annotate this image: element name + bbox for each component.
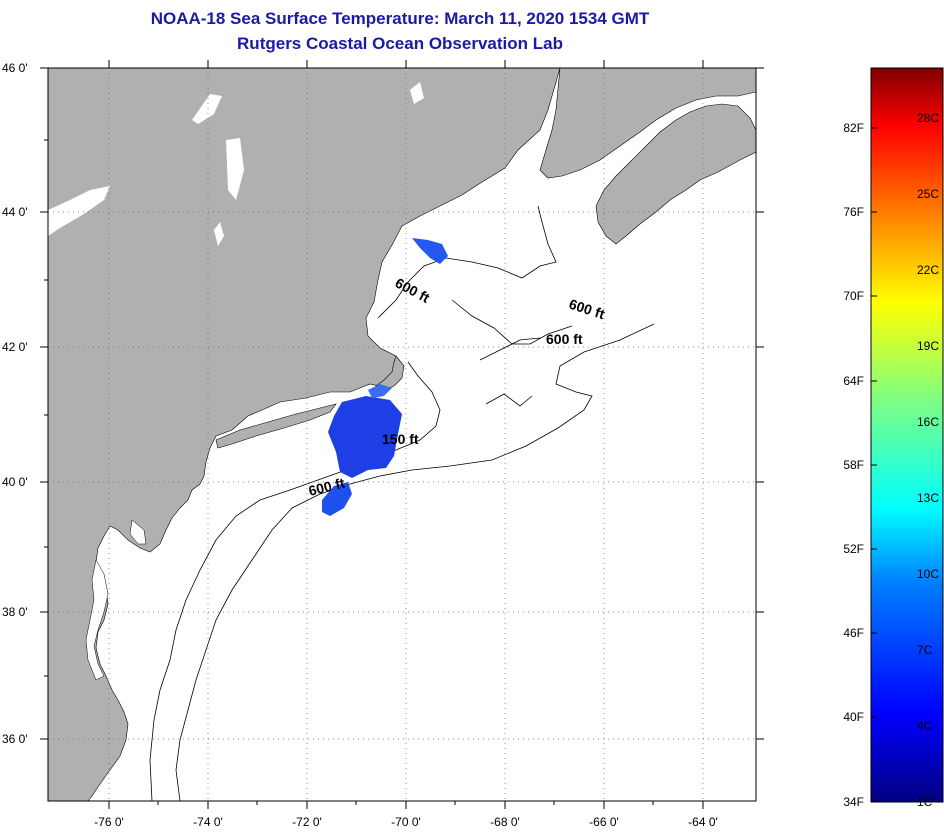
colorbar-f-label: 46F	[843, 626, 864, 640]
lon-label: -64 0'	[688, 815, 718, 829]
colorbar-f-label: 76F	[843, 205, 864, 219]
colorbar-f-label: 40F	[843, 710, 864, 724]
colorbar-c-label: 28C	[917, 111, 939, 125]
colorbar-c-label: 16C	[917, 415, 939, 429]
isobath-label: 600 ft	[546, 331, 583, 347]
colorbar-f-label: 64F	[843, 374, 864, 388]
colorbar-f-label: 82F	[843, 121, 864, 135]
map-subtitle: Rutgers Coastal Ocean Observation Lab	[237, 34, 563, 53]
lake	[214, 222, 224, 246]
colorbar-f-label: 34F	[843, 795, 864, 809]
lon-label: -74 0'	[193, 815, 223, 829]
lat-label: 46 0'	[2, 61, 28, 75]
colorbar-c-label: 13C	[917, 491, 939, 505]
land-long-island	[215, 403, 337, 449]
colorbar-f-label: 70F	[843, 289, 864, 303]
map-frame	[47, 67, 757, 802]
lake	[192, 94, 222, 124]
lat-label: 44 0'	[2, 205, 28, 219]
lat-label: 36 0'	[2, 732, 28, 746]
land-new-brunswick	[539, 68, 756, 179]
map-gridlines	[48, 68, 756, 801]
sst-patch-south	[322, 482, 352, 516]
sst-patch-main	[328, 396, 402, 478]
lat-label: 38 0'	[2, 605, 28, 619]
lat-label: 42 0'	[2, 340, 28, 354]
colorbar-c-label: 10C	[917, 567, 939, 581]
colorbar-c-label: 22C	[917, 263, 939, 277]
isobath-label: 150 ft	[382, 431, 419, 447]
lon-label: -76 0'	[94, 815, 124, 829]
isobath-600ft	[175, 323, 655, 801]
lake	[226, 138, 244, 200]
map-title: NOAA-18 Sea Surface Temperature: March 1…	[150, 9, 650, 28]
axis-ticks	[40, 60, 764, 809]
sst-patch-cape	[368, 384, 392, 398]
lon-label: -68 0'	[490, 815, 520, 829]
lon-label: -72 0'	[292, 815, 322, 829]
land-mainland	[48, 68, 561, 801]
isobath-150ft	[149, 361, 441, 801]
colorbar-c-label: 7C	[917, 643, 933, 657]
lake	[48, 186, 110, 236]
colorbar-c-label: 1C	[917, 795, 933, 809]
sst-patch-north	[412, 238, 448, 264]
land-nova-scotia	[595, 103, 756, 245]
colorbar-f-label: 58F	[843, 458, 864, 472]
isobath-600ft-gulf	[377, 205, 573, 407]
lon-label: -66 0'	[589, 815, 619, 829]
colorbar	[870, 67, 944, 803]
colorbar-c-label: 19C	[917, 339, 939, 353]
colorbar-f-label: 52F	[843, 542, 864, 556]
lake	[410, 82, 424, 104]
chesapeake-bay	[85, 559, 109, 681]
lon-label: -70 0'	[391, 815, 421, 829]
lat-label: 40 0'	[2, 475, 28, 489]
colorbar-c-label: 25C	[917, 187, 939, 201]
delaware-bay	[129, 519, 147, 545]
colorbar-c-label: 4C	[917, 719, 933, 733]
colorbar-ticks	[871, 127, 877, 718]
